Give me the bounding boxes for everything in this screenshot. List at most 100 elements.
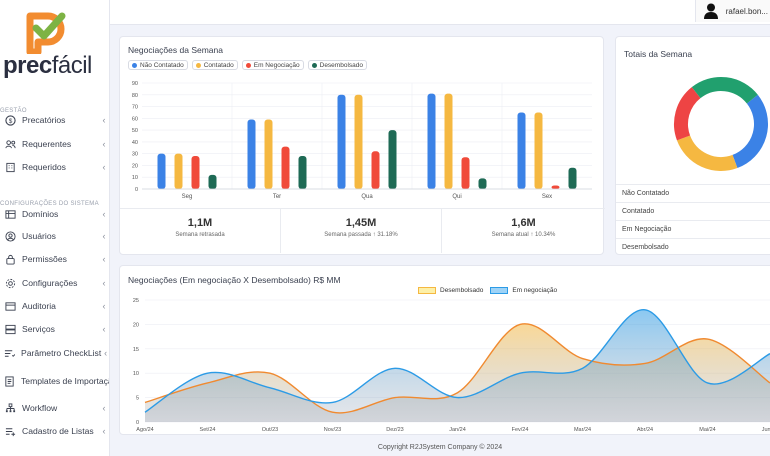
legend-contatado[interactable]: Contatado (191, 60, 238, 70)
area-x-tick: Abr/24 (637, 427, 653, 433)
sidebar-item-servicos[interactable]: Serviços ‹ (0, 318, 109, 340)
area-x-tick: Jun/24 (762, 427, 770, 433)
area-fill-em-negociação (145, 309, 770, 422)
chevron-left-icon: ‹ (102, 162, 106, 172)
sidebar-item-auditoria[interactable]: Auditoria ‹ (0, 295, 109, 317)
checklist-icon (4, 347, 15, 359)
building-icon (4, 161, 16, 173)
legend-nao-contatado[interactable]: Não Contatado (128, 60, 188, 70)
sidebar-item-configuracoes[interactable]: Configurações ‹ (0, 272, 109, 294)
chevron-left-icon: ‹ (102, 301, 106, 311)
bar-contatado-sex[interactable] (534, 112, 543, 189)
area-x-tick: Mai/24 (699, 427, 716, 433)
section-gestao: GESTÃO (0, 108, 27, 114)
workflow-icon (4, 402, 16, 414)
bar-y-tick: 80 (132, 93, 138, 99)
bar-desembolsado-qua[interactable] (388, 130, 397, 189)
trend-area-chart: 0 5 10 15 20 25 Ago/24 Set/24 Out/23 Nov/23 Dez/23… (133, 298, 770, 433)
sidebar-item-dominios[interactable]: Domínios ‹ (0, 203, 109, 225)
bar-em-negociação-seg[interactable] (191, 156, 200, 189)
sidebar-item-parametro-checklist[interactable]: Parâmetro CheckList ‹ (0, 342, 109, 364)
user-avatar-icon (703, 3, 718, 19)
area-x-tick: Mar/24 (574, 427, 591, 433)
legend-desembolsado[interactable]: Desembolsado (307, 60, 367, 70)
legend-em-negociacao[interactable]: Em Negociação (241, 60, 304, 70)
stat-semana-passada: 1,45M Semana passada ↑ 31.18% (281, 209, 442, 253)
bar-y-tick: 70 (132, 105, 138, 111)
lock-icon (4, 253, 16, 265)
chevron-left-icon: ‹ (102, 139, 106, 149)
sidebar-item-requerentes[interactable]: Requerentes ‹ (0, 133, 109, 155)
chevron-left-icon: ‹ (102, 278, 106, 288)
area-y-tick: 15 (133, 347, 139, 353)
bar-x-tick: Qui (452, 194, 461, 200)
area-y-tick: 5 (136, 396, 139, 402)
area-line-desembolsado[interactable] (144, 323, 770, 414)
bar-x-tick: Qua (361, 194, 373, 200)
totals-title: Totais da Semana (624, 49, 693, 59)
footer: Copyright R2JSystem Company © 2024 (377, 444, 503, 451)
sidebar-item-label: Permissões (22, 254, 67, 264)
area-line-em-negociação[interactable] (144, 309, 770, 413)
bar-desembolsado-qui[interactable] (478, 178, 487, 189)
totals-card: Totais da Semana Não Contatado Contatado… (615, 36, 770, 255)
bar-não-contatado-sex[interactable] (517, 112, 526, 189)
bar-y-tick: 10 (132, 175, 138, 181)
totals-donut-chart (674, 77, 768, 171)
sidebar-item-label: Configurações (22, 278, 78, 288)
sidebar-item-label: Cadastro de Listas (22, 426, 94, 436)
bar-y-tick: 0 (135, 187, 138, 193)
donut-slice-2[interactable] (674, 87, 701, 141)
bar-não-contatado-qua[interactable] (337, 94, 346, 189)
bar-em-negociação-ter[interactable] (281, 146, 290, 189)
users-icon (4, 138, 16, 150)
bar-não-contatado-qui[interactable] (427, 93, 436, 189)
sidebar-item-requeridos[interactable]: Requeridos ‹ (0, 156, 109, 178)
bar-em-negociação-qua[interactable] (371, 151, 380, 189)
logo[interactable]: precfácil (0, 0, 109, 96)
totals-row-em-negociacao: Em Negociação (616, 220, 770, 237)
donut-slice-1[interactable] (676, 135, 738, 171)
section-config: CONFIGURAÇÕES DO SISTEMA (0, 201, 99, 207)
sidebar-item-permissoes[interactable]: Permissões ‹ (0, 248, 109, 270)
bar-contatado-qua[interactable] (354, 94, 363, 189)
bar-em-negociação-sex[interactable] (551, 185, 560, 189)
legend-swatch-desembolsado[interactable] (418, 287, 436, 294)
sidebar-item-cadastro-de-listas[interactable]: Cadastro de Listas ‹ (0, 420, 109, 442)
sidebar: precfácil GESTÃO CONFIGURAÇÕES DO SISTEM… (0, 0, 110, 456)
sidebar-item-precatorios[interactable]: $ Precatórios ‹ (0, 109, 109, 131)
area-x-tick: Nov/23 (324, 427, 341, 433)
legend-label-desembolsado: Desembolsado (440, 287, 484, 294)
chevron-left-icon: ‹ (102, 115, 106, 125)
bar-desembolsado-sex[interactable] (568, 167, 577, 189)
sidebar-item-label: Precatórios (22, 115, 66, 125)
user-menu[interactable]: rafael.bon... (694, 0, 770, 22)
bar-não-contatado-seg[interactable] (157, 153, 166, 189)
bar-y-tick: 50 (132, 128, 138, 134)
trend-card: Negociações (Em negociação X Desembolsad… (119, 265, 770, 435)
top-bar: rafael.bon... (110, 0, 770, 25)
chevron-left-icon: ‹ (102, 231, 106, 241)
chevron-left-icon: ‹ (104, 348, 108, 358)
bar-desembolsado-ter[interactable] (298, 156, 307, 189)
bar-contatado-seg[interactable] (174, 153, 183, 189)
donut-slice-3[interactable] (691, 77, 758, 104)
area-x-tick: Set/24 (200, 427, 216, 433)
bar-contatado-ter[interactable] (264, 119, 273, 189)
sidebar-item-templates-de-importacao[interactable]: Templates de Importação‹ (0, 368, 109, 394)
donut-slice-0[interactable] (732, 94, 768, 169)
area-y-tick: 25 (133, 298, 139, 304)
bar-em-negociação-qui[interactable] (461, 157, 470, 189)
user-circle-icon (4, 230, 16, 242)
stat-semana-retrasada: 1,1M Semana retrasada (120, 209, 281, 253)
bar-desembolsado-seg[interactable] (208, 174, 217, 189)
sidebar-item-workflow[interactable]: Workflow ‹ (0, 397, 109, 419)
sidebar-item-label: Requeridos (22, 162, 66, 172)
area-x-tick: Jan/24 (449, 427, 466, 433)
bar-contatado-qui[interactable] (444, 93, 453, 189)
template-icon (4, 375, 15, 387)
legend-swatch-em-negociacao[interactable] (490, 287, 509, 294)
sidebar-item-usuarios[interactable]: Usuários ‹ (0, 225, 109, 247)
bar-não-contatado-ter[interactable] (247, 119, 256, 189)
area-y-tick: 20 (133, 322, 139, 328)
